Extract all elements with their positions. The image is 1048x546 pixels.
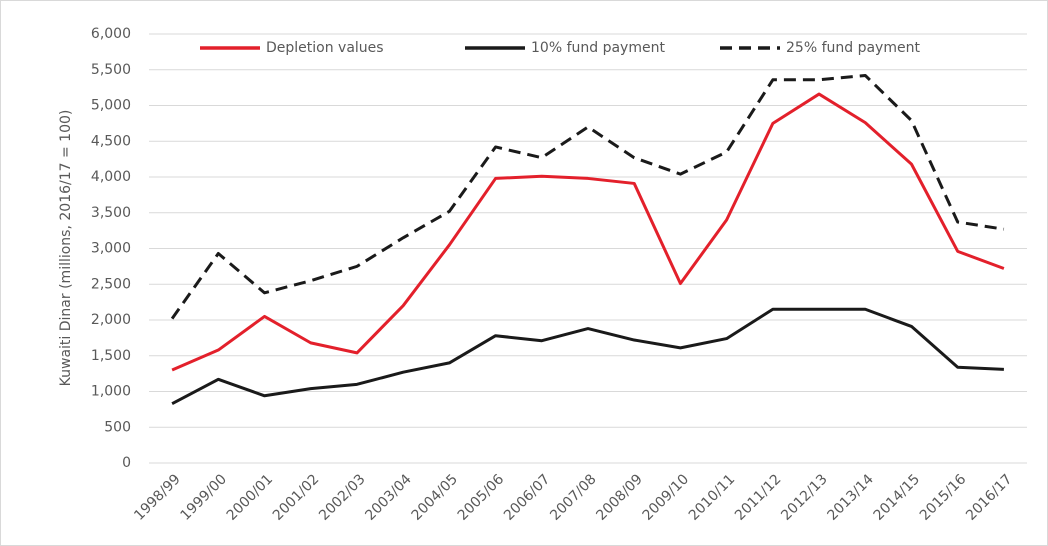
y-tick-label: 500	[104, 419, 131, 435]
y-tick-label: 1,500	[91, 348, 131, 364]
y-tick-label: 4,000	[91, 169, 131, 185]
legend-label: 10% fund payment	[531, 40, 665, 56]
series-line	[171, 307, 1004, 405]
series-line	[170, 73, 1005, 320]
y-tick-label: 3,000	[91, 241, 131, 257]
y-tick-label: 1,000	[91, 384, 131, 400]
y-tick-label: 3,500	[91, 205, 131, 221]
y-tick-label: 2,000	[91, 312, 131, 328]
y-tick-label: 5,500	[91, 62, 131, 78]
y-tick-label: 2,500	[91, 276, 131, 292]
legend-label: Depletion values	[266, 40, 384, 56]
y-tick-label: 6,000	[91, 26, 131, 42]
legend-label: 25% fund payment	[786, 40, 920, 56]
series-line	[171, 92, 1005, 372]
y-tick-label: 0	[122, 455, 131, 471]
y-tick-label: 4,500	[91, 133, 131, 149]
y-tick-label: 5,000	[91, 98, 131, 114]
y-axis-label: Kuwaiti Dinar (millions, 2016/17 = 100)	[58, 110, 74, 387]
